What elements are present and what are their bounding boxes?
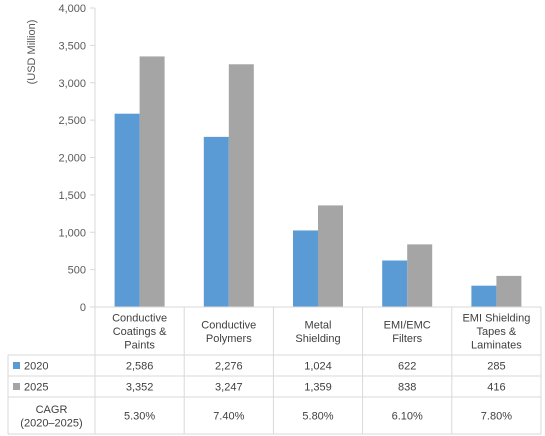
bar-2020-2 [293, 230, 318, 307]
y-tick-label: 0 [80, 302, 86, 314]
cagr-row-label: (2020–2025) [20, 417, 82, 429]
legend-label: 2025 [24, 382, 48, 394]
y-tick-label: 500 [68, 265, 86, 277]
cagr-cell: 7.80% [481, 411, 512, 423]
data-cell: 2,276 [215, 361, 243, 373]
y-tick-label: 3,000 [58, 78, 86, 90]
data-cell: 622 [398, 361, 416, 373]
data-cell: 2,586 [126, 361, 154, 373]
bar-2020-3 [382, 260, 408, 307]
category-label: Coatings & [113, 326, 167, 338]
legend-swatch-2025 [13, 383, 20, 390]
cagr-cell: 7.40% [213, 411, 244, 423]
bar-2025-0 [139, 56, 165, 307]
data-cell: 285 [487, 361, 505, 373]
category-label: EMI Shielding [462, 313, 530, 325]
data-cell: 416 [487, 382, 505, 394]
category-label: Laminates [471, 340, 522, 352]
category-label: Filters [392, 333, 422, 345]
y-tick-label: 2,000 [58, 153, 86, 165]
category-label: Conductive [112, 313, 167, 325]
data-cell: 1,359 [304, 382, 332, 394]
data-cell: 3,352 [126, 382, 154, 394]
category-label: Conductive [201, 319, 256, 331]
legend-label: 2020 [24, 361, 48, 373]
cagr-row-label: CAGR [36, 404, 68, 416]
bar-2025-3 [407, 244, 433, 307]
category-label: Tapes & [477, 326, 517, 338]
data-cell: 1,024 [304, 361, 332, 373]
legend-swatch-2020 [13, 362, 20, 369]
bar-2025-1 [228, 64, 254, 308]
bar-2025-4 [496, 275, 522, 307]
bar-2020-4 [471, 285, 497, 307]
cagr-cell: 5.30% [124, 411, 155, 423]
category-label: Metal [305, 319, 332, 331]
category-label: Polymers [206, 333, 252, 345]
bar-2025-2 [318, 205, 343, 307]
data-cell: 838 [398, 382, 416, 394]
data-cell: 3,247 [215, 382, 243, 394]
cagr-cell: 5.80% [302, 411, 333, 423]
y-tick-label: 2,500 [58, 115, 86, 127]
y-axis-title: (USD Million) [26, 20, 38, 85]
y-tick-label: 4,000 [58, 3, 86, 15]
bar-2020-1 [203, 136, 229, 307]
cagr-cell: 6.10% [392, 411, 423, 423]
category-label: Shielding [295, 333, 340, 345]
bar-2020-0 [114, 113, 140, 307]
category-label: EMI/EMC [384, 319, 431, 331]
category-label: Paints [124, 340, 155, 352]
y-tick-label: 1,500 [58, 190, 86, 202]
y-tick-label: 3,500 [58, 40, 86, 52]
y-tick-label: 1,000 [58, 227, 86, 239]
